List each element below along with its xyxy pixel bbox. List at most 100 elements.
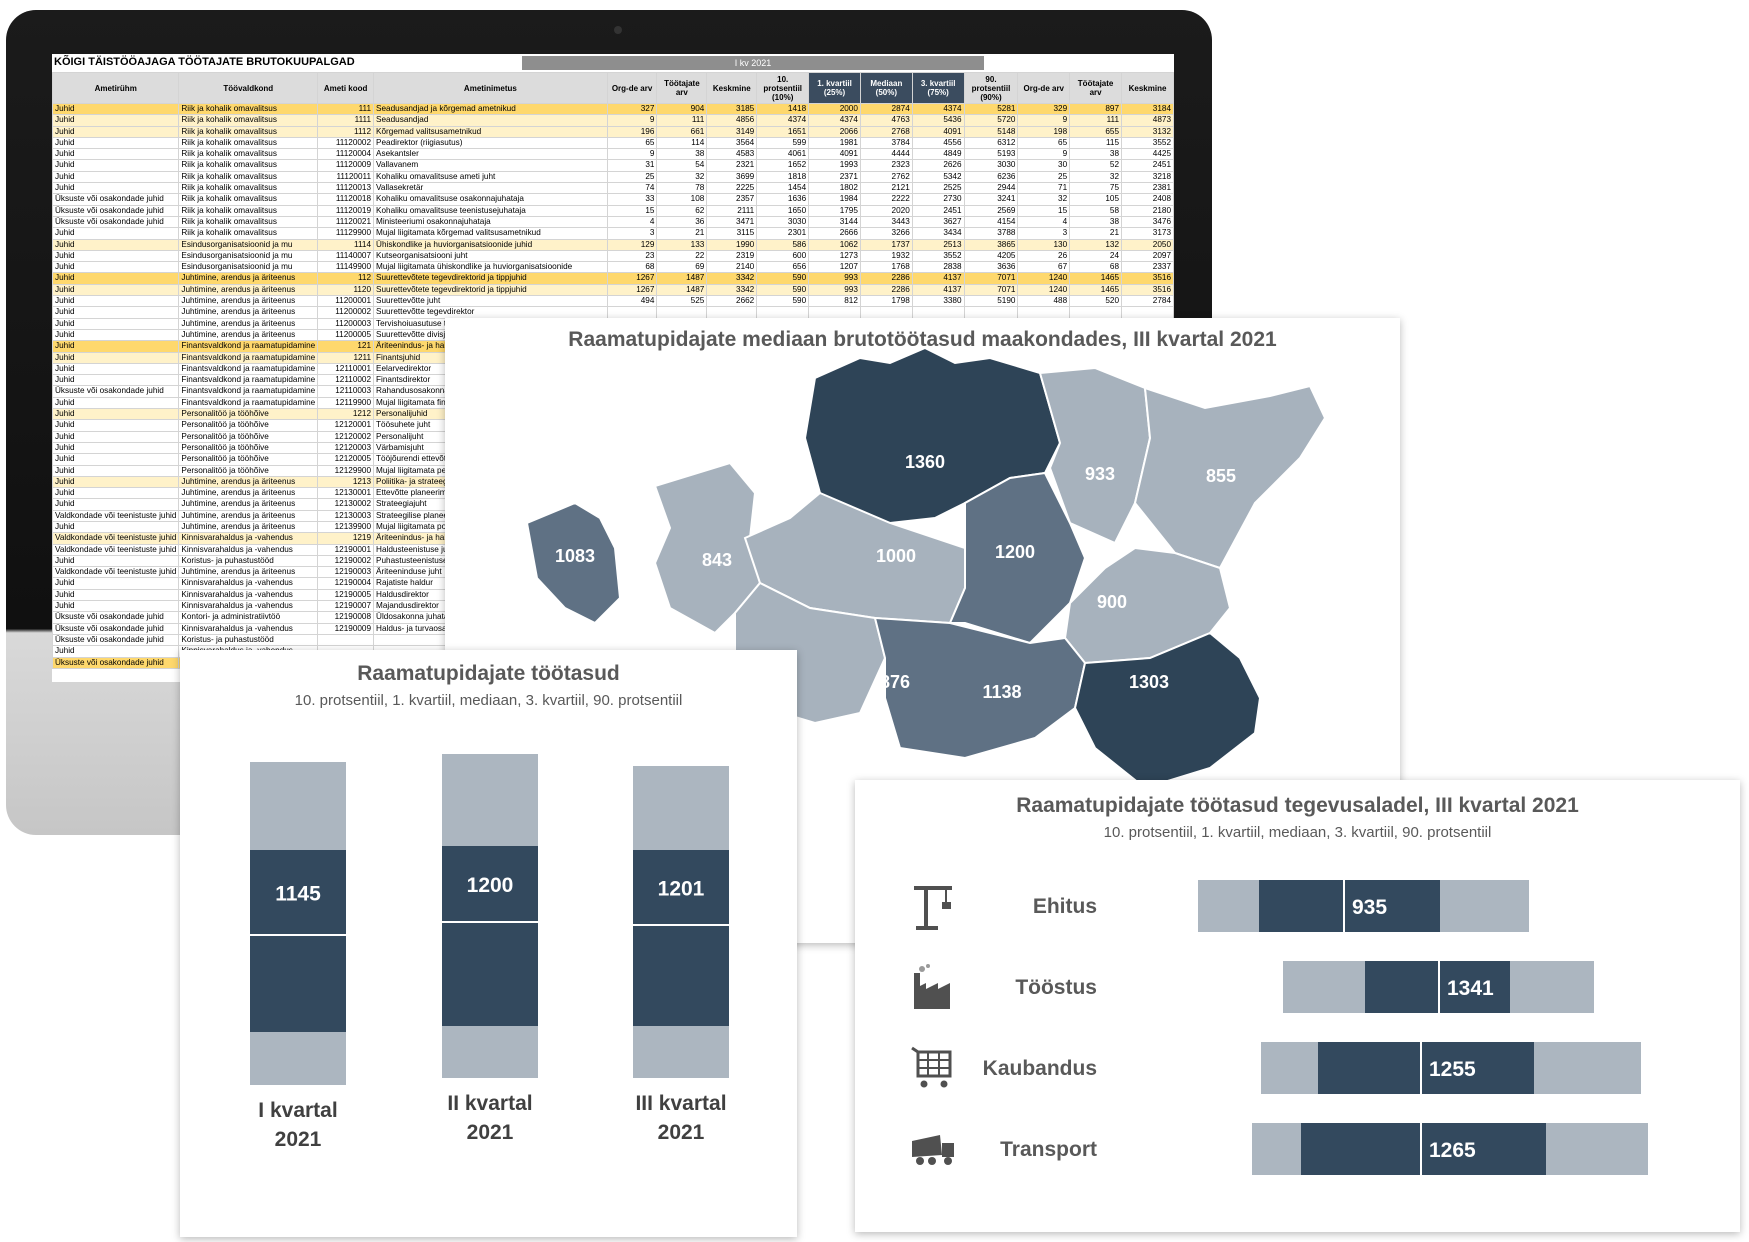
table-cell[interactable]: 11200005 [317,328,375,342]
table-cell[interactable]: 11149900 [317,261,375,274]
table-cell[interactable]: 2944 [963,182,1019,195]
table-row[interactable]: Juhid Esindusorganisatsioonid ja mu 111499… [52,261,1174,274]
table-cell[interactable]: Riik ja kohalik omavalitsus [178,193,319,206]
table-cell[interactable]: 2111 [706,204,758,217]
table-cell[interactable]: Koristus- ja puhastustööd [178,633,319,647]
table-cell[interactable]: Juhtimine, arendus ja äriteenus [178,317,319,330]
table-cell[interactable]: 132 [1069,238,1123,251]
table-cell[interactable]: 11200001 [317,295,375,308]
table-cell[interactable]: Kinnisvarahaldus ja -vahendus [178,600,319,613]
table-cell[interactable]: Juhid [52,114,180,127]
table-cell[interactable]: Juhid [52,475,180,489]
table-cell[interactable]: Finantsvaldkond ja raamatupidamine [178,396,319,410]
table-cell[interactable]: Üksuste või osakondade juhid [52,204,180,217]
table-cell[interactable]: 494 [606,295,658,308]
table-cell[interactable]: 198 [1017,125,1071,138]
table-cell[interactable]: Finantsvaldkond ja raamatupidamine [178,385,319,398]
table-cell[interactable]: 12190001 [317,543,375,556]
table-cell[interactable]: 38 [656,148,708,161]
table-cell[interactable]: 1652 [756,159,810,172]
table-cell[interactable]: 9 [606,148,658,161]
table-cell[interactable]: Seadusandjad ja kõrgemad ametnikud [373,102,608,116]
table-cell[interactable]: 327 [606,102,658,116]
table-cell[interactable]: Kinnisvarahaldus ja -vahendus [178,577,319,590]
table-cell[interactable]: Koristus- ja puhastustööd [178,554,319,568]
table-cell[interactable]: 9 [1017,114,1071,127]
table-cell[interactable]: 11200003 [317,317,375,330]
table-cell[interactable] [1017,306,1071,319]
table-cell[interactable]: Juhtimine, arendus ja äriteenus [178,475,319,489]
table-cell[interactable]: 4849 [911,148,965,161]
table-row[interactable]: Juhid Riik ja kohalik omavalitsus 11120002… [52,136,1174,150]
table-cell[interactable]: 600 [756,249,810,263]
table-cell[interactable]: 1932 [859,249,913,263]
table-cell[interactable]: Juhid [52,328,180,342]
table-cell[interactable]: 3788 [963,227,1019,240]
table-cell[interactable]: Riik ja kohalik omavalitsus [178,114,319,127]
table-cell[interactable]: Mujal liigitamata kõrgemad valitsusametn… [373,227,608,240]
table-cell[interactable]: 1207 [808,261,861,274]
table-cell[interactable]: 9 [606,114,658,127]
table-cell[interactable] [911,306,965,319]
table-cell[interactable]: 2319 [706,249,758,263]
table-cell[interactable]: 65 [606,136,658,150]
table-cell[interactable]: Juhid [52,588,180,602]
table-cell[interactable]: 2874 [859,102,913,116]
table-cell[interactable]: 1112 [317,125,375,138]
table-cell[interactable]: 656 [756,261,810,274]
table-cell[interactable]: Juhid [52,238,180,251]
table-cell[interactable]: 2097 [1121,249,1174,263]
table-cell[interactable] [606,306,658,319]
table-row[interactable]: Juhid Riik ja kohalik omavalitsus 11120011… [52,170,1174,184]
table-cell[interactable]: 4061 [756,148,810,161]
table-cell[interactable]: 12110003 [317,385,375,398]
table-cell[interactable]: Riik ja kohalik omavalitsus [178,159,319,172]
table-cell[interactable]: Suurettevõtete tegevdirektorid ja tippju… [373,272,608,285]
table-cell[interactable]: Juhid [52,464,180,477]
table-cell[interactable]: Juhid [52,645,180,658]
table-cell[interactable]: Vallavanem [373,159,608,172]
table-cell[interactable]: Üksuste või osakondade juhid [52,633,180,647]
table-cell[interactable]: 12130002 [317,498,375,511]
table-cell[interactable]: 3173 [1121,227,1174,240]
table-cell[interactable]: 4374 [808,114,861,127]
table-cell[interactable]: 1465 [1069,272,1123,285]
table-cell[interactable]: 24 [1069,249,1123,263]
table-cell[interactable]: 520 [1069,295,1123,308]
column-header[interactable]: Töövaldkond [178,72,319,104]
table-cell[interactable]: Personalitöö ja tööhõive [178,408,319,421]
table-cell[interactable]: Juhid [52,227,180,240]
table-cell[interactable]: 4374 [756,114,810,127]
table-cell[interactable]: 3865 [963,238,1019,251]
table-cell[interactable]: 31 [606,159,658,172]
table-cell[interactable]: 12190002 [317,554,375,568]
table-cell[interactable]: 2000 [808,102,861,116]
table-cell[interactable]: 2323 [859,159,913,172]
table-cell[interactable]: Juhid [52,554,180,568]
table-cell[interactable]: 2371 [808,170,861,184]
table-cell[interactable]: Valdkondade või teenistuste juhid [52,532,180,545]
table-cell[interactable]: 12110001 [317,362,375,376]
table-cell[interactable]: 9 [1017,148,1071,161]
table-cell[interactable]: 11120018 [317,193,375,206]
table-cell[interactable]: 1798 [859,295,913,308]
table-cell[interactable]: 2140 [706,261,758,274]
table-cell[interactable]: 23 [606,249,658,263]
table-cell[interactable]: Vallasekretär [373,182,608,195]
table-cell[interactable]: 5720 [963,114,1019,127]
table-cell[interactable]: 3185 [706,102,758,116]
table-cell[interactable]: Juhtimine, arendus ja äriteenus [178,295,319,308]
table-cell[interactable]: Juhtimine, arendus ja äriteenus [178,520,319,534]
table-cell[interactable]: 2321 [706,159,758,172]
table-cell[interactable]: Juhid [52,125,180,138]
table-cell[interactable]: 3552 [911,249,965,263]
table-cell[interactable]: 2451 [911,204,965,217]
table-cell[interactable]: 1737 [859,238,913,251]
table-cell[interactable]: Juhid [52,520,180,534]
table-cell[interactable]: Esindusorganisatsioonid ja mu [178,249,319,263]
table-cell[interactable]: 26 [1017,249,1071,263]
table-cell[interactable]: 3115 [706,227,758,240]
table-row[interactable]: Juhid Esindusorganisatsioonid ja mu 111400… [52,249,1174,263]
table-cell[interactable]: 12190004 [317,577,375,590]
table-cell[interactable]: Suurettevõtte tegevdirektor [373,306,608,319]
